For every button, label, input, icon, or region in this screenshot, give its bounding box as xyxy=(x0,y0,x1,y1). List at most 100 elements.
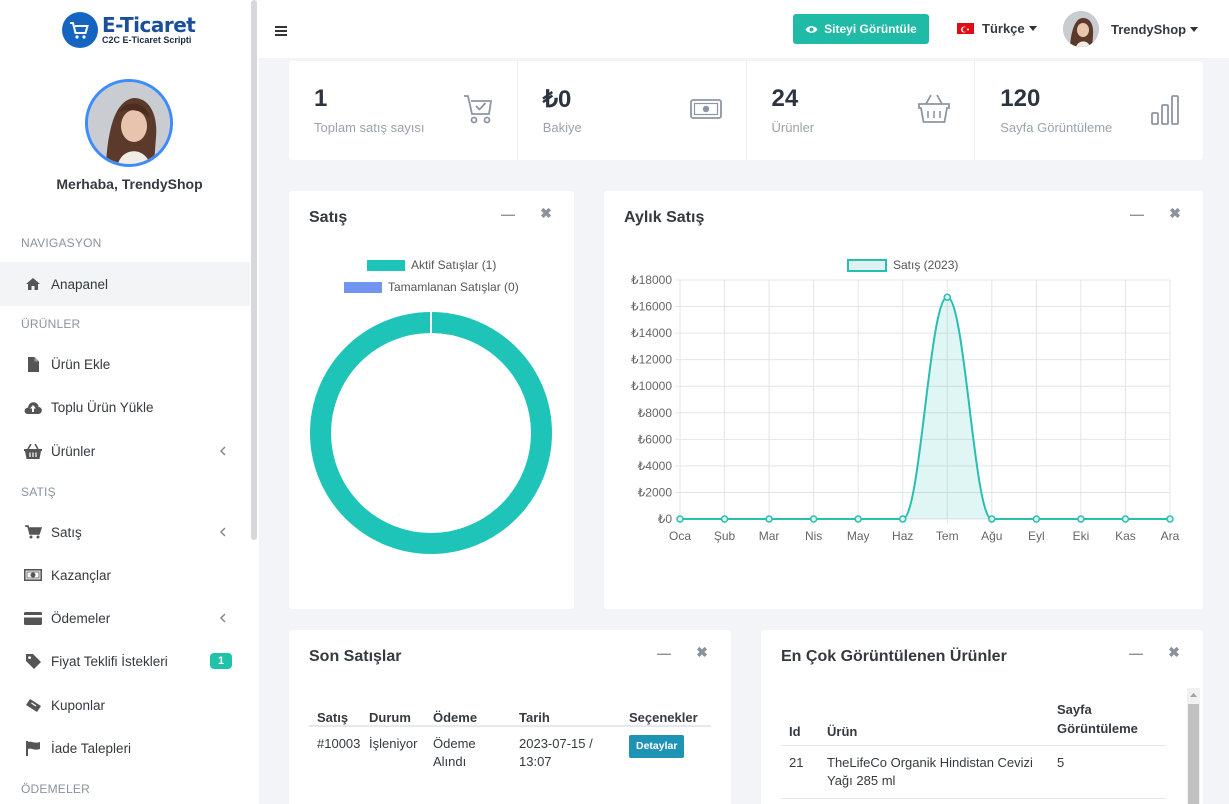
minimize-icon[interactable]: — xyxy=(1130,205,1144,222)
cell-status: İşleniyor xyxy=(369,736,418,751)
legend-label: Tamamlanan Satışlar (0) xyxy=(388,280,519,294)
legend-label: Aktif Satışlar (1) xyxy=(411,258,497,272)
legend-swatch xyxy=(847,258,887,272)
chevron-left-icon xyxy=(219,525,229,539)
menu-toggle-icon[interactable] xyxy=(275,24,287,39)
cart-icon xyxy=(23,523,43,541)
y-tick-label: ₺8000 xyxy=(638,406,673,420)
y-tick-label: ₺0 xyxy=(658,512,673,526)
table-row: #10003 İşleniyor Ödeme Alındı 2023-07-15… xyxy=(309,726,711,771)
section-products: ÜRÜNLER xyxy=(21,317,81,331)
x-tick-label: Haz xyxy=(892,529,913,543)
sidebar-item-coupons[interactable]: Kuponlar xyxy=(0,683,250,727)
sidebar-item-label: Fiyat Teklifi İstekleri xyxy=(51,653,168,669)
card-tools: — ✖ xyxy=(1130,205,1182,222)
col-id: Id xyxy=(789,723,801,739)
sidebar-scrollbar[interactable] xyxy=(251,0,257,540)
sidebar-item-products[interactable]: Ürünler xyxy=(0,429,250,473)
turkey-flag-icon xyxy=(957,23,974,34)
data-point[interactable] xyxy=(765,515,773,523)
sidebar-item-add-product[interactable]: Ürün Ekle xyxy=(0,342,250,386)
money-icon xyxy=(689,97,722,124)
data-point[interactable] xyxy=(898,515,907,523)
data-point[interactable] xyxy=(720,515,729,523)
minimize-icon[interactable]: — xyxy=(501,205,515,222)
col-product: Ürün xyxy=(827,723,858,739)
details-button[interactable]: Detaylar xyxy=(629,735,685,758)
sidebar-item-dashboard[interactable]: Anapanel xyxy=(0,262,250,306)
greeting: Merhaba, TrendyShop xyxy=(56,176,203,192)
sidebar-item-earnings[interactable]: Kazançlar xyxy=(0,553,250,597)
basket-icon xyxy=(918,93,951,126)
x-tick-label: Eki xyxy=(1073,529,1090,543)
sidebar-item-label: Ürünler xyxy=(51,443,96,459)
sidebar-item-label: Anapanel xyxy=(51,276,109,292)
top-products-table: Id Ürün Sayfa Görüntüleme 21 TheLifeCo O… xyxy=(781,696,1166,799)
y-tick-label: ₺10000 xyxy=(631,379,672,393)
legend-item[interactable]: Satış (2023) xyxy=(847,258,958,272)
sidebar-item-quote-requests[interactable]: Fiyat Teklifi İstekleri 1 xyxy=(0,639,250,683)
y-tick-label: ₺12000 xyxy=(631,353,672,367)
y-tick-label: ₺4000 xyxy=(638,459,673,473)
col-payment: Ödeme xyxy=(433,710,478,725)
close-icon[interactable]: ✖ xyxy=(1169,205,1181,221)
y-tick-label: ₺16000 xyxy=(631,300,672,314)
sidebar-item-payments[interactable]: Ödemeler xyxy=(0,596,250,640)
sidebar-item-returns[interactable]: İade Talepleri xyxy=(0,726,250,770)
cell-date: 2023-07-15 / 13:07 xyxy=(519,736,593,770)
table-header-row: Satış Durum Ödeme Tarih Seçenekler xyxy=(309,696,711,726)
donut-slice[interactable] xyxy=(310,312,552,554)
legend-label: Satış (2023) xyxy=(893,258,959,272)
data-point[interactable] xyxy=(809,515,818,523)
data-point[interactable] xyxy=(676,515,684,523)
y-tick-label: ₺14000 xyxy=(631,326,672,340)
col-options: Seçenekler xyxy=(629,710,698,725)
data-point[interactable] xyxy=(1166,515,1174,523)
file-icon xyxy=(23,355,43,373)
close-icon[interactable]: ✖ xyxy=(540,205,552,221)
minimize-icon[interactable]: — xyxy=(1129,644,1143,661)
stat-label: Toplam satış sayısı xyxy=(314,120,425,135)
profile-avatar[interactable] xyxy=(85,79,173,167)
monthly-card-title: Aylık Satış xyxy=(624,209,705,226)
legend-item[interactable]: Tamamlanan Satışlar (0) xyxy=(344,280,519,294)
y-tick-label: ₺18000 xyxy=(631,273,672,287)
sidebar-item-bulk-upload[interactable]: Toplu Ürün Yükle xyxy=(0,385,250,429)
cell-views: 5 xyxy=(1057,754,1065,770)
section-payments: ÖDEMELER xyxy=(21,782,90,796)
view-site-button[interactable]: Siteyi Görüntüle xyxy=(793,14,929,44)
sidebar-item-label: Satış xyxy=(51,524,82,540)
sidebar-item-sales[interactable]: Satış xyxy=(0,510,250,554)
sidebar: E-Ticaret C2C E-Ticaret Scripti Merhaba,… xyxy=(0,0,259,804)
close-icon[interactable]: ✖ xyxy=(696,644,708,660)
table-row[interactable]: 21 TheLifeCo Organik Hindistan Cevizi Ya… xyxy=(781,745,1166,799)
sidebar-item-label: Kazançlar xyxy=(51,567,112,583)
quote-requests-badge: 1 xyxy=(210,653,233,669)
card-tools: — ✖ xyxy=(1129,644,1181,661)
sidebar-item-label: Toplu Ürün Yükle xyxy=(51,399,154,415)
user-menu[interactable]: TrendyShop xyxy=(1063,11,1199,47)
stat-total-sales: 1 Toplam satış sayısı xyxy=(289,61,518,160)
scrollbar-thumb[interactable] xyxy=(1188,704,1199,804)
data-point[interactable] xyxy=(943,293,952,302)
brand-logo[interactable]: E-Ticaret C2C E-Ticaret Scripti xyxy=(62,12,196,48)
minimize-icon[interactable]: — xyxy=(657,644,671,661)
data-point[interactable] xyxy=(988,515,996,523)
stat-value: 24 xyxy=(771,85,799,112)
top-products-card: En Çok Görüntülenen Ürünler — ✖ Id Ürün … xyxy=(761,630,1203,804)
legend-item[interactable]: Aktif Satışlar (1) xyxy=(367,258,496,272)
top-products-title: En Çok Görüntülenen Ürünler xyxy=(781,648,1007,665)
stat-label: Sayfa Görüntüleme xyxy=(1000,120,1113,135)
language-dropdown[interactable]: Türkçe xyxy=(957,21,1037,36)
sales-donut-chart xyxy=(310,312,552,554)
tag-icon xyxy=(23,652,43,670)
x-tick-label: May xyxy=(847,529,870,543)
data-point[interactable] xyxy=(854,515,862,523)
table-scrollbar[interactable] xyxy=(1187,688,1200,804)
data-point[interactable] xyxy=(1121,515,1130,523)
scroll-up-icon[interactable] xyxy=(1187,688,1200,702)
data-point[interactable] xyxy=(1077,515,1085,523)
close-icon[interactable]: ✖ xyxy=(1168,644,1180,660)
col-status: Durum xyxy=(369,710,411,725)
data-point[interactable] xyxy=(1032,515,1041,523)
